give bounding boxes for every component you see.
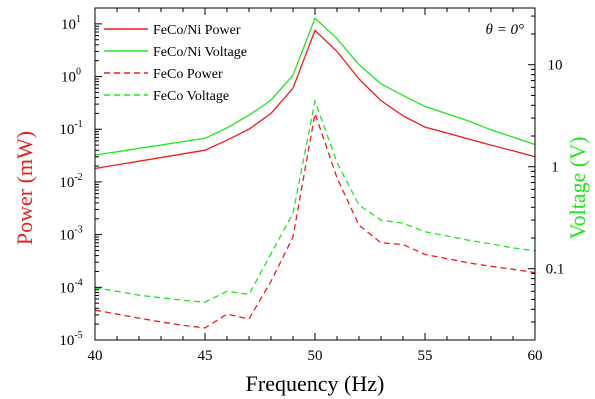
y-right-tick-label: 0.1 [546,262,565,278]
series-line-feco-power [94,113,536,329]
y-axis-left-title: Power (mW) [12,131,37,245]
x-tick-label: 55 [418,348,433,364]
series-layer [94,17,536,329]
legend: FeCo/Ni Power FeCo/Ni Voltage FeCo Power Fe… [104,23,247,104]
legend-label: FeCo/Ni Voltage [153,45,247,60]
y-left-tick-label: 10-3 [59,225,82,244]
legend-label: FeCo/Ni Power [153,23,241,38]
legend-label: FeCo Voltage [153,89,229,104]
series-line-feco-ni-voltage [94,17,536,156]
y-left-tick-label: 10-1 [59,119,82,138]
y-left-tick-label: 10-4 [59,277,82,296]
x-tick-label: 40 [88,348,103,364]
y-left-tick-label: 101 [61,14,81,33]
y-right-tick-label: 10 [548,58,563,74]
annotation-angle: θ = 0° [486,22,525,38]
x-tick-label: 50 [308,348,323,364]
axes-layer: 40 45 50 55 6010-510-410-310-210-11001010.11… [59,7,565,364]
y-left-tick-label: 10-5 [59,330,82,349]
y-left-tick-label: 10-2 [59,172,82,191]
series-line-feco-ni-power [94,29,536,170]
y-right-tick-label: 1 [551,160,559,176]
x-axis-title: Frequency (Hz) [246,371,385,396]
series-line-feco-voltage [94,98,536,303]
y-axis-right-title: Voltage (V) [565,137,590,240]
x-tick-label: 45 [198,348,213,364]
legend-label: FeCo Power [153,67,223,82]
x-tick-label: 60 [528,348,543,364]
y-left-tick-label: 100 [61,67,81,86]
